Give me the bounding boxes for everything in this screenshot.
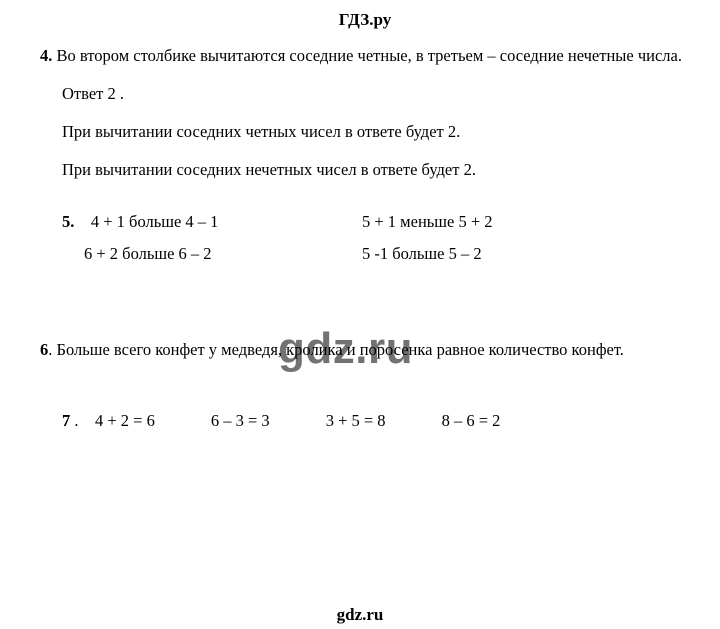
question-5: 5. 4 + 1 больше 4 – 1 5 + 1 меньше 5 + 2…	[40, 210, 690, 266]
q5-row: 5. 4 + 1 больше 4 – 1 5 + 1 меньше 5 + 2	[40, 210, 690, 234]
q4-answer: Ответ 2 .	[40, 82, 690, 106]
q5-left-0: 4 + 1 больше 4 – 1	[91, 212, 219, 231]
q5-row: 6 + 2 больше 6 – 2 5 -1 больше 5 – 2	[40, 242, 690, 266]
q5-number: 5.	[62, 212, 74, 231]
q5-left-1: 6 + 2 больше 6 – 2	[62, 242, 362, 266]
q6-number: 6	[40, 340, 48, 359]
q5-cell: 5. 4 + 1 больше 4 – 1	[62, 210, 362, 234]
question-6: 6. Больше всего конфет у медведя, кролик…	[40, 338, 690, 362]
question-7: 7 . 4 + 2 = 6 6 – 3 = 3 3 + 5 = 8 8 – 6 …	[40, 409, 690, 433]
q5-right-0: 5 + 1 меньше 5 + 2	[362, 210, 690, 234]
q4-line2: При вычитании соседних нечетных чисел в …	[40, 158, 690, 182]
q7-row: 7 . 4 + 2 = 6 6 – 3 = 3 3 + 5 = 8 8 – 6 …	[40, 409, 690, 433]
q7-item-0: 4 + 2 = 6	[95, 411, 155, 430]
header-title: ГДЗ.ру	[339, 10, 391, 29]
question-4: 4. Во втором столбике вычитаются соседни…	[40, 44, 690, 182]
footer-text: gdz.ru	[0, 605, 720, 625]
q6-text: . Больше всего конфет у медведя, кролика…	[48, 340, 624, 359]
q7-number: 7	[62, 411, 70, 430]
q4-line1: При вычитании соседних четных чисел в от…	[40, 120, 690, 144]
q4-number: 4.	[40, 46, 52, 65]
q7-cell: 7 . 4 + 2 = 6	[62, 409, 155, 433]
site-header: ГДЗ.ру	[40, 10, 690, 30]
q7-item-3: 8 – 6 = 2	[442, 409, 501, 433]
q7-item-1: 6 – 3 = 3	[211, 409, 270, 433]
q5-right-1: 5 -1 больше 5 – 2	[362, 242, 690, 266]
q4-intro: Во втором столбике вычитаются соседние ч…	[57, 46, 682, 65]
page-content: ГДЗ.ру 4. Во втором столбике вычитаются …	[0, 0, 720, 459]
q7-item-2: 3 + 5 = 8	[326, 409, 386, 433]
